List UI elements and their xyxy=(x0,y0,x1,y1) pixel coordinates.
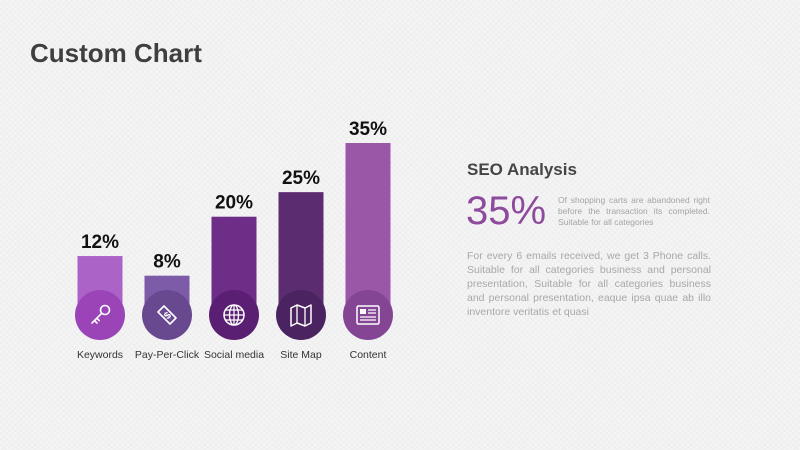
value-label: 12% xyxy=(81,232,119,253)
value-label: 20% xyxy=(215,193,253,214)
category-label: Content xyxy=(350,349,387,361)
category-label: Keywords xyxy=(77,349,123,361)
value-label: 35% xyxy=(349,119,387,140)
category-label: Site Map xyxy=(280,349,322,361)
icon-circle xyxy=(343,290,393,340)
slide-title: Custom Chart xyxy=(30,38,202,68)
icon-circle xyxy=(142,290,192,340)
map-icon xyxy=(290,304,312,327)
seo-heading: SEO Analysis xyxy=(467,160,577,179)
dollar-tag-icon: $ xyxy=(157,305,177,325)
newspaper-icon xyxy=(356,305,380,325)
category-label: Social media xyxy=(204,349,264,361)
key-icon xyxy=(91,304,111,324)
bar-content xyxy=(345,143,391,315)
seo-big-percent: 35% xyxy=(466,189,547,233)
icon-circle xyxy=(276,290,326,340)
globe-icon xyxy=(223,304,245,326)
seo-paragraph: For every 6 emails received, we get 3 Ph… xyxy=(467,250,711,318)
value-label: 25% xyxy=(282,168,320,189)
value-label: 8% xyxy=(153,252,181,273)
category-label: Pay-Per-Click xyxy=(135,349,200,361)
seo-small-description: Of shopping carts are abandoned right be… xyxy=(558,195,710,227)
